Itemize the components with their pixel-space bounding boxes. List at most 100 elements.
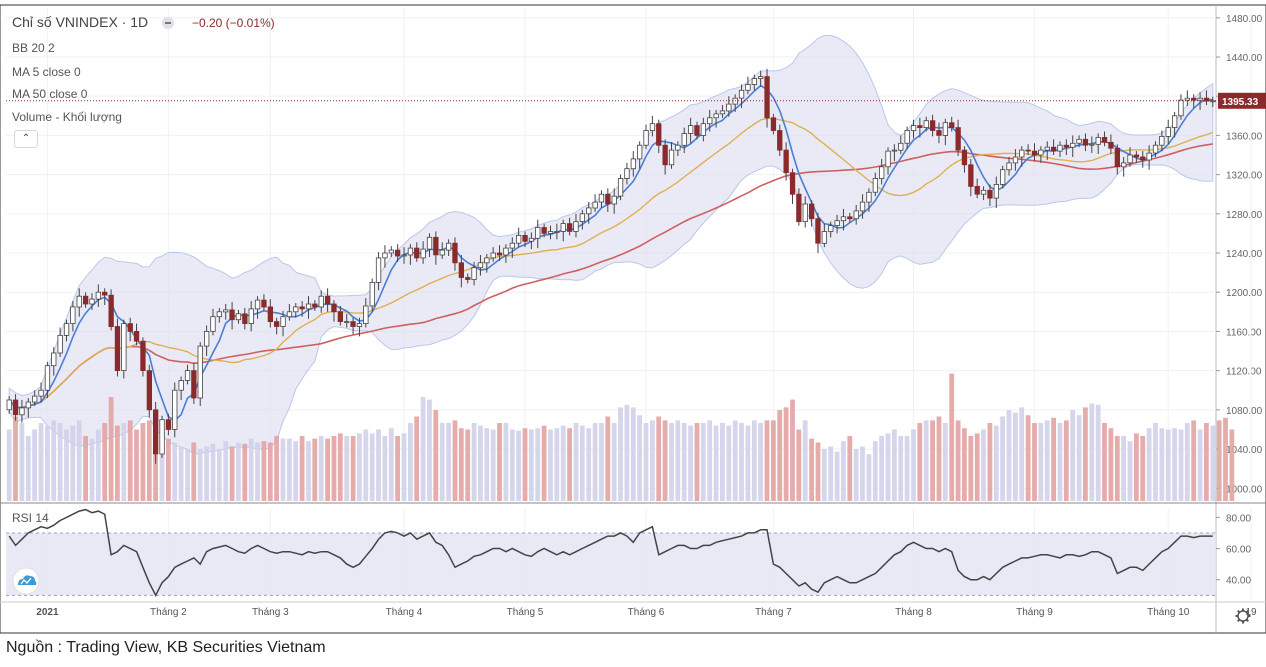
candle xyxy=(605,193,611,205)
candle xyxy=(624,168,630,179)
candle xyxy=(1178,99,1184,117)
candle xyxy=(668,149,675,166)
volume-bar xyxy=(1108,428,1114,501)
volume-bar xyxy=(802,420,808,501)
candle xyxy=(675,144,681,151)
candle xyxy=(1108,141,1114,149)
indicator-ma5[interactable]: MA 5 close 0 xyxy=(12,65,81,79)
volume-bar xyxy=(758,423,763,501)
volume-bar xyxy=(172,442,178,501)
candle xyxy=(210,316,216,332)
candle xyxy=(923,120,929,128)
candle xyxy=(560,223,566,232)
volume-bar xyxy=(280,438,286,501)
source-footer: Nguồn : Trading View, KB Securities Viet… xyxy=(6,639,326,656)
candle xyxy=(216,311,223,318)
candle xyxy=(617,178,624,197)
volume-bar xyxy=(1076,415,1082,501)
candle xyxy=(32,395,38,403)
volume-bar xyxy=(382,436,388,501)
candle xyxy=(503,247,509,256)
symbol-title[interactable]: Chỉ số VNINDEX · 1D xyxy=(12,14,149,30)
candle xyxy=(528,237,535,242)
volume-bar xyxy=(1063,420,1069,501)
time-axis-label: 19 xyxy=(1245,607,1257,618)
volume-bar xyxy=(248,438,254,501)
candle xyxy=(363,305,369,325)
candle xyxy=(1165,127,1171,137)
candle xyxy=(809,203,815,220)
volume-bar xyxy=(841,441,846,501)
indicator-volume[interactable]: Volume - Khối lượng xyxy=(12,110,122,124)
price-tick-label: 1320.00 xyxy=(1226,171,1263,182)
volume-bar xyxy=(681,423,687,501)
volume-bar xyxy=(210,443,216,501)
candle xyxy=(261,299,267,308)
volume-bar xyxy=(274,436,279,501)
rsi-tick-label: 40.00 xyxy=(1226,576,1251,587)
candle xyxy=(872,178,878,193)
candle xyxy=(1152,144,1159,154)
volume-bar xyxy=(185,449,190,501)
volume-bar xyxy=(993,425,999,501)
candle xyxy=(191,370,197,399)
candle xyxy=(223,309,229,313)
volume-bar xyxy=(1159,428,1165,501)
gear-tooth xyxy=(1245,618,1250,623)
volume-bar xyxy=(261,441,267,501)
candle xyxy=(567,223,573,232)
candle xyxy=(83,295,89,305)
minus-icon[interactable] xyxy=(162,17,175,30)
cloud-chart-icon xyxy=(12,567,40,595)
candle xyxy=(484,257,490,264)
candle xyxy=(108,294,114,328)
volume-bar xyxy=(637,415,642,501)
candle xyxy=(987,189,993,199)
price-tick-label: 1080.00 xyxy=(1226,406,1263,417)
volume-bar xyxy=(605,416,611,501)
candle xyxy=(254,299,261,310)
candle xyxy=(592,201,598,209)
candle xyxy=(770,117,777,131)
candle xyxy=(1101,136,1108,143)
candle xyxy=(318,295,324,308)
candle xyxy=(821,231,827,244)
volume-bar xyxy=(357,433,362,501)
volume-bar xyxy=(1146,428,1152,501)
indicator-ma50[interactable]: MA 50 close 0 xyxy=(12,87,88,101)
volume-bar xyxy=(783,407,789,501)
volume-bar xyxy=(892,429,897,501)
candle xyxy=(885,150,891,168)
volume-bar xyxy=(1089,403,1095,501)
volume-bar xyxy=(1178,429,1184,501)
candle xyxy=(305,303,312,310)
volume-bar xyxy=(554,428,560,501)
candle xyxy=(751,78,757,85)
volume-bar xyxy=(981,429,986,501)
candle xyxy=(707,117,713,125)
candle xyxy=(1172,115,1178,129)
volume-bar xyxy=(1121,436,1126,501)
candle xyxy=(44,365,51,391)
candle xyxy=(993,183,999,199)
volume-bar xyxy=(1204,423,1209,501)
candle xyxy=(930,120,936,131)
volume-bar xyxy=(726,425,732,501)
chevron-up-icon[interactable]: ⌃ xyxy=(14,130,38,148)
candle xyxy=(656,123,662,146)
volume-bar xyxy=(949,373,955,501)
candle xyxy=(1070,142,1076,148)
volume-bar xyxy=(1191,420,1197,501)
candle xyxy=(828,225,834,232)
volume-bar xyxy=(898,436,904,501)
volume-bar xyxy=(503,423,509,501)
candle xyxy=(1000,169,1006,185)
rsi-label[interactable]: RSI 14 xyxy=(12,511,49,525)
candle xyxy=(1191,97,1197,101)
volume-bar xyxy=(535,428,541,501)
candle xyxy=(891,149,898,152)
volume-bar xyxy=(643,423,649,501)
indicator-bb[interactable]: BB 20 2 xyxy=(12,41,55,55)
candle xyxy=(121,323,127,372)
